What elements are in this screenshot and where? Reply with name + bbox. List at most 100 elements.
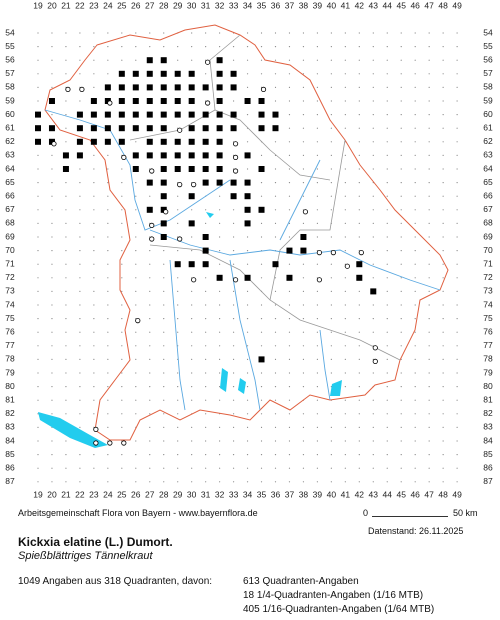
grid-dot [107,481,109,483]
grid-dot [246,86,249,88]
column-label: 21 [61,0,71,10]
grid-dot [274,32,277,34]
occurrence-circle [177,127,183,133]
occurrence-circle [205,59,211,65]
column-label: 20 [47,0,57,10]
grid-dot [358,209,360,211]
column-label: 31 [201,0,211,10]
grid-dot [344,236,346,238]
grid-dot [358,345,360,347]
grid-dot [288,304,291,306]
grid-dot [191,32,193,34]
grid-dot [372,331,374,333]
grid-dot [400,86,402,88]
grid-dot [400,304,402,306]
grid-dot [79,426,81,428]
column-label: 23 [89,489,99,499]
occurrence-square [174,111,181,118]
grid-dot [400,250,402,252]
grid-dot [232,372,235,374]
grid-dot [232,304,235,306]
occurrence-square [188,193,195,200]
occurrence-circle [205,100,211,106]
grid-dot [37,222,39,224]
row-label: 74 [483,299,493,309]
grid-dot [149,440,151,442]
row-label: 60 [483,109,493,119]
grid-dot [149,399,151,401]
grid-dot [135,467,137,469]
grid-dot [51,32,53,34]
grid-dot [442,32,444,34]
grid-dot [428,182,430,184]
occurrence-square [62,166,69,172]
grid [37,32,458,483]
grid-dot [358,304,360,306]
grid-dot [274,59,277,61]
grid-dot [246,345,249,347]
grid-dot [246,440,249,442]
grid-dot [163,386,165,388]
occurrence-square [174,152,181,159]
row-label: 81 [483,394,493,404]
grid-dot [288,73,291,75]
grid-dot [456,358,458,360]
grid-dot [219,358,221,360]
grid-dot [107,304,109,306]
grid-dot [37,345,39,347]
occurrence-square [76,152,83,159]
grid-dot [316,386,318,388]
occurrence-square [216,70,223,77]
grid-dot [79,100,81,102]
grid-dot [65,59,67,61]
column-label: 33 [229,489,239,499]
grid-dot [79,32,81,34]
grid-dot [330,426,332,428]
grid-dot [51,358,53,360]
grid-dot [400,413,402,415]
grid-dot [274,358,277,360]
grid-dot [205,413,207,415]
grid-dot [219,32,221,34]
region-border [209,34,241,111]
grid-dot [428,114,430,116]
lake [238,378,246,394]
grid-dot [79,318,81,320]
grid-dot [246,290,249,292]
grid-dot [191,290,193,292]
grid-dot [37,263,39,265]
grid-dot [414,195,416,197]
column-label: 39 [313,0,323,10]
column-label: 25 [117,489,127,499]
grid-dot [65,32,67,34]
grid-dot [79,250,81,252]
grid-dot [51,277,53,279]
grid-dot [79,59,81,61]
grid-dot [400,345,402,347]
grid-dot [219,345,221,347]
column-label: 29 [173,489,183,499]
row-label: 82 [5,408,15,418]
grid-dot [260,345,263,347]
occurrence-circle [302,209,309,215]
grid-dot [93,413,95,415]
grid-dot [246,236,249,238]
grid-dot [135,250,137,252]
grid-dot [302,413,305,415]
grid-dot [135,331,137,333]
grid-dot [135,222,137,224]
grid-dot [456,345,458,347]
grid-dot [274,318,277,320]
occurrence-square [202,138,209,145]
grid-dot [93,358,95,360]
grid-dot [358,386,360,388]
grid-dot [358,168,360,170]
row-label: 86 [5,462,15,472]
grid-dot [288,168,291,170]
occurrence-square [188,152,195,159]
row-label: 68 [5,218,15,228]
grid-dot [219,263,221,265]
grid-dot [288,209,291,211]
grid-dot [414,141,416,143]
grid-dot [107,263,109,265]
